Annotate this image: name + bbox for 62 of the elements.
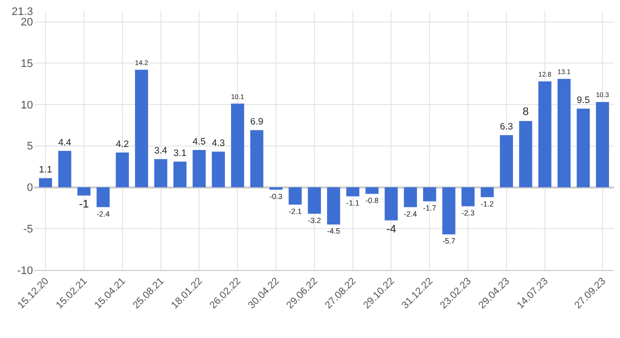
data-label: -5.7 — [442, 236, 456, 246]
data-label: -3.2 — [308, 216, 321, 225]
data-label: 6.9 — [250, 116, 264, 127]
bar — [346, 187, 360, 196]
data-label: 8 — [522, 106, 529, 118]
bar — [519, 121, 532, 188]
bar — [384, 187, 398, 220]
bar — [558, 78, 571, 188]
bar — [231, 104, 244, 188]
bar — [58, 150, 72, 188]
bar — [308, 187, 321, 214]
y-tick-label: 0 — [26, 182, 33, 194]
bar — [288, 187, 302, 205]
data-label: -0.3 — [269, 192, 283, 201]
y-tick-label: -10 — [17, 264, 33, 277]
bar — [154, 159, 168, 188]
data-label: -1.7 — [423, 204, 436, 213]
bar — [500, 135, 513, 188]
y-tick-label: 21.3 — [12, 6, 33, 18]
data-label: -1.2 — [480, 199, 494, 208]
bar — [38, 178, 52, 188]
data-label: -1 — [79, 198, 89, 211]
data-label: 6.3 — [500, 120, 513, 132]
bar — [135, 70, 148, 188]
data-label: 3.1 — [173, 147, 186, 158]
bar — [173, 162, 186, 188]
data-label: 4.5 — [192, 135, 206, 146]
data-label: -1.1 — [346, 198, 360, 208]
bar — [192, 150, 206, 188]
bar — [538, 81, 552, 188]
data-label: -0.8 — [365, 196, 379, 206]
data-label: 4.3 — [212, 137, 225, 148]
bar — [116, 152, 129, 188]
bar — [404, 187, 417, 208]
data-label: -2.3 — [462, 208, 475, 218]
bar — [576, 108, 590, 188]
data-label: 4.2 — [116, 138, 129, 149]
y-tick-label: 5 — [26, 140, 33, 153]
bar — [96, 187, 110, 208]
bar — [462, 187, 475, 206]
y-tick-label: -5 — [23, 223, 33, 236]
data-label: 4.4 — [58, 136, 72, 148]
bar — [423, 187, 436, 202]
data-label: -4 — [386, 223, 396, 236]
bar — [250, 130, 264, 188]
data-label: -2.4 — [404, 209, 417, 218]
data-label: -4.5 — [327, 226, 340, 236]
bar — [327, 187, 340, 224]
data-label: -2.1 — [288, 206, 302, 216]
bar — [596, 102, 610, 188]
data-label: 1.1 — [38, 164, 52, 175]
bar — [480, 187, 494, 198]
data-label: -2.4 — [96, 209, 110, 218]
y-tick-label: 10 — [20, 99, 33, 112]
y-tick-label: 20 — [20, 16, 33, 29]
y-tick-label: 15 — [20, 58, 33, 70]
bar — [77, 187, 90, 196]
data-label: 3.4 — [154, 146, 168, 156]
bar — [212, 152, 225, 188]
bar — [442, 187, 456, 234]
data-label: 9.5 — [576, 94, 590, 106]
bar — [365, 187, 379, 194]
